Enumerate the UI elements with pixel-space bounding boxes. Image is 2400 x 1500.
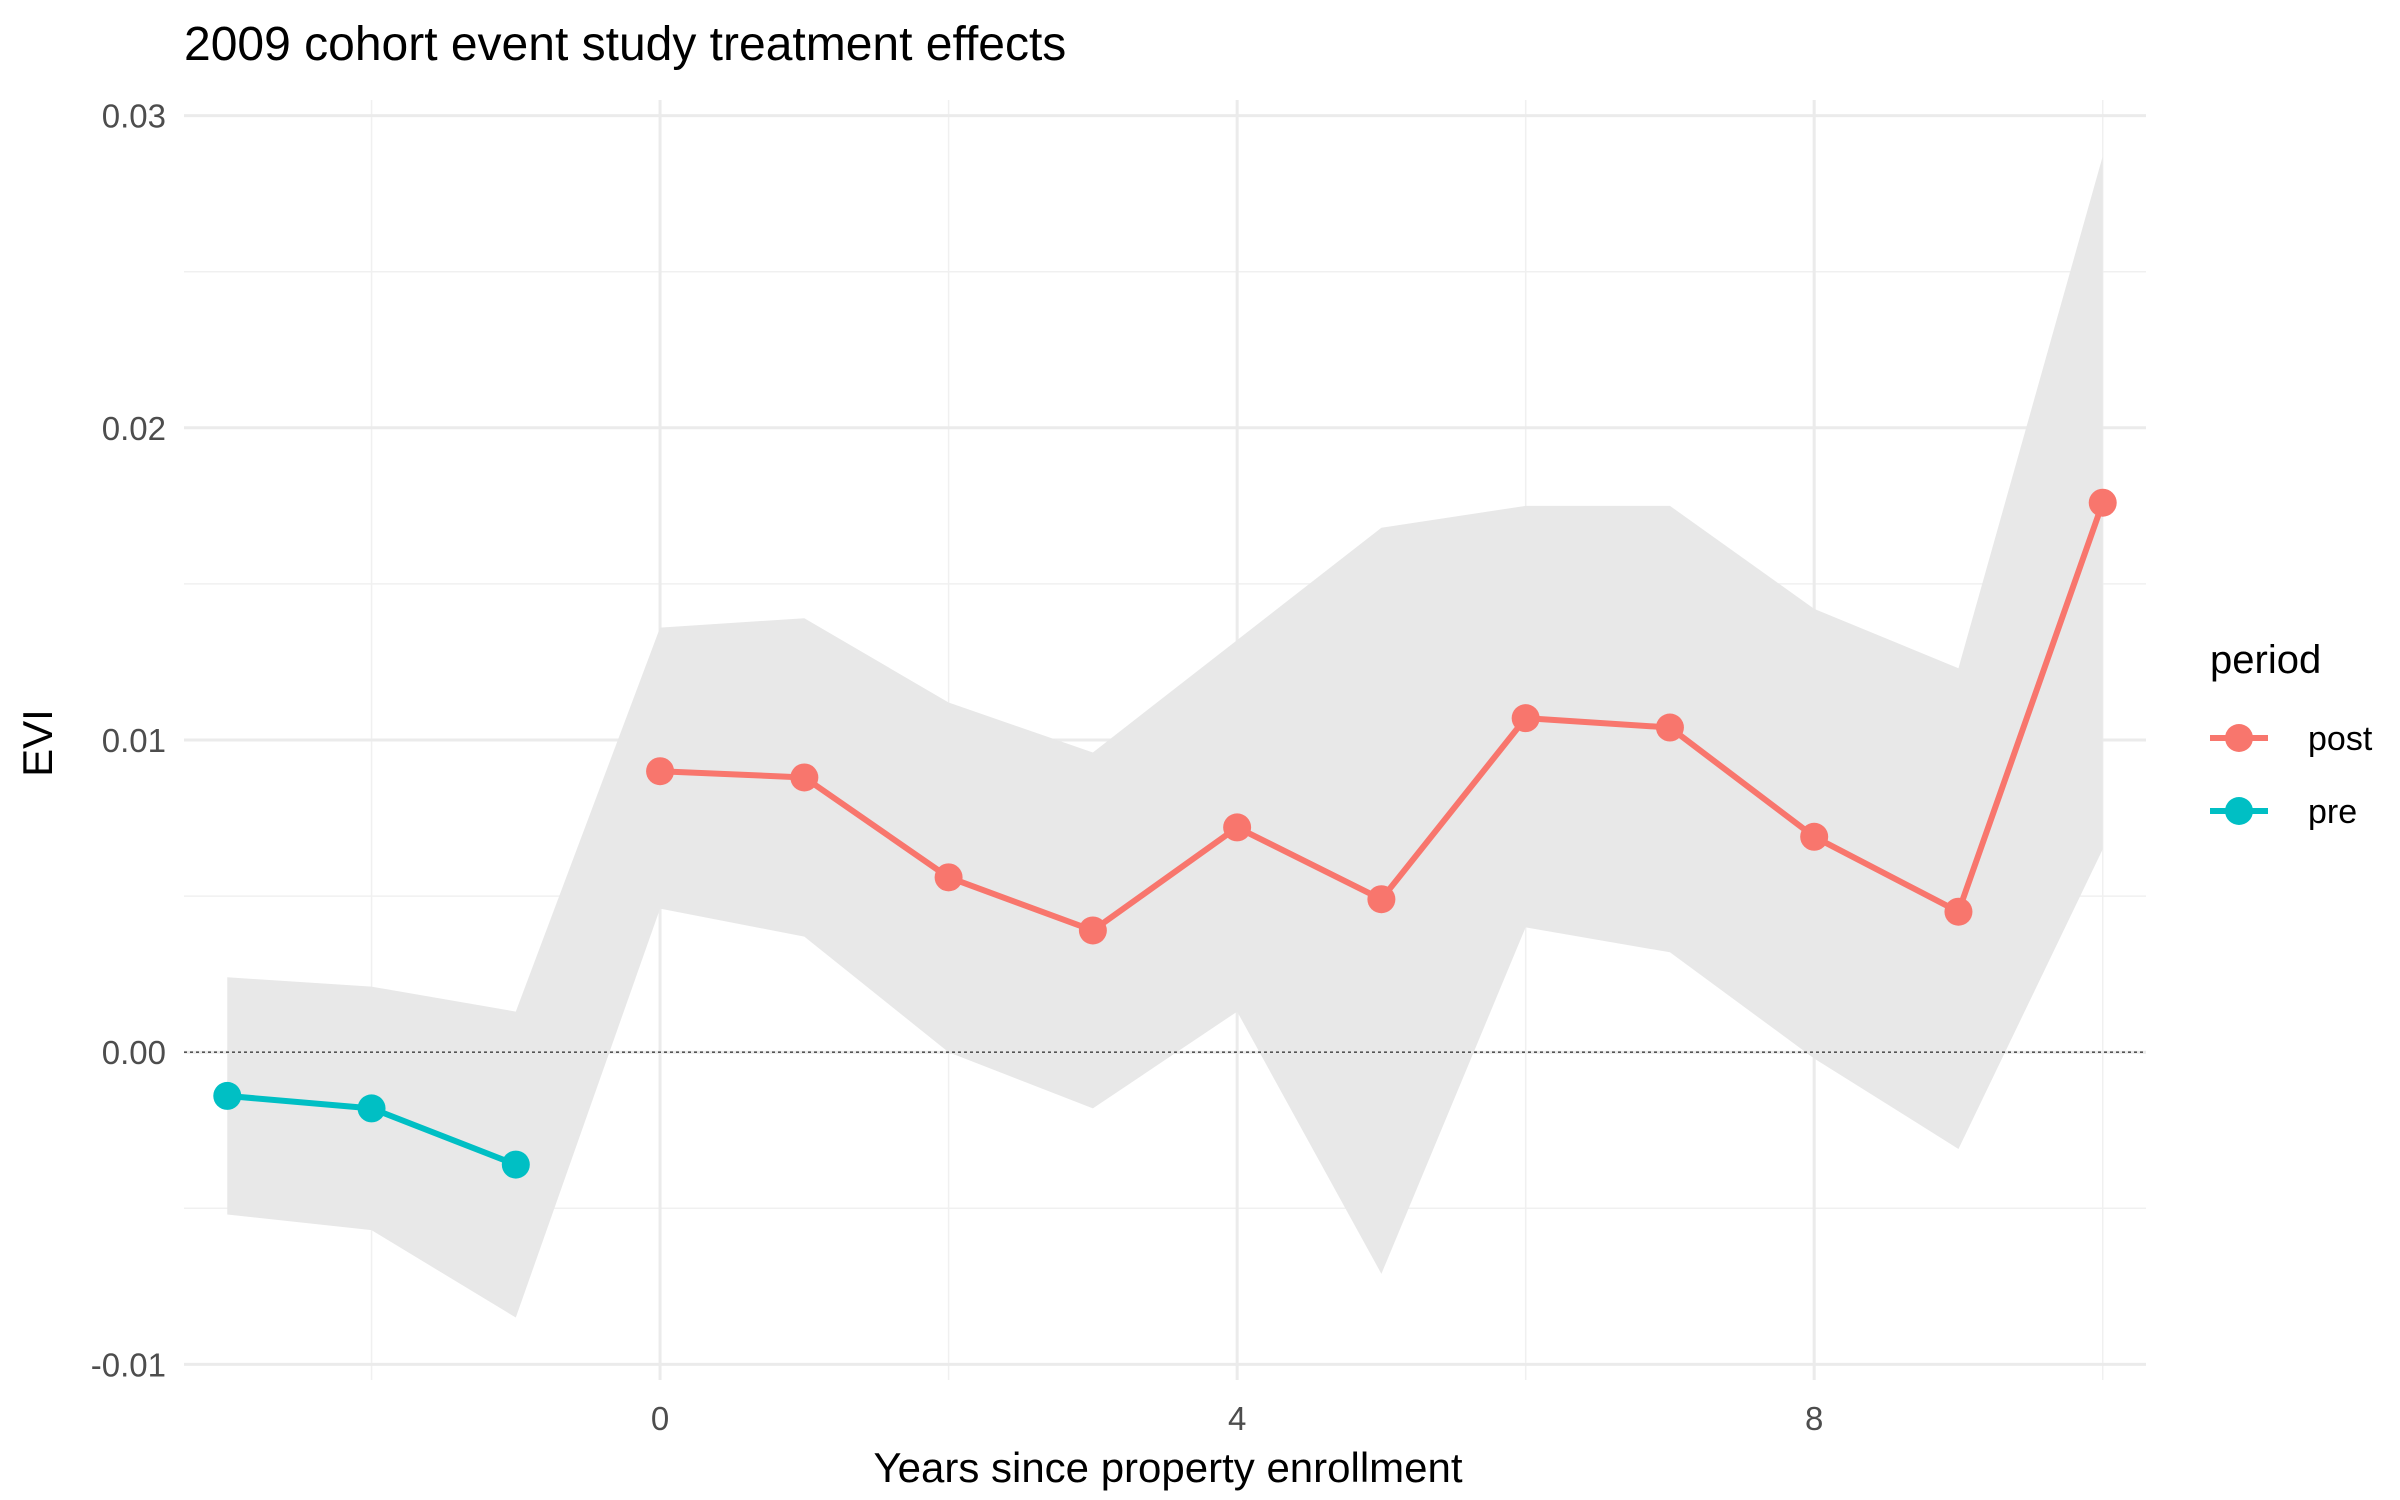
data-point-pre <box>501 1150 530 1179</box>
data-point-post <box>2088 488 2117 517</box>
confidence-band <box>227 156 2103 1318</box>
data-point-post <box>790 763 819 792</box>
x-tick-label: 8 <box>1805 1400 1823 1437</box>
data-point-post <box>934 863 963 892</box>
data-point-post <box>1367 885 1396 914</box>
y-tick-label: -0.01 <box>91 1346 166 1383</box>
data-point-pre <box>213 1081 242 1110</box>
data-point-post <box>1078 916 1107 945</box>
legend-label-pre: pre <box>2308 793 2357 831</box>
y-tick-label: 0.00 <box>102 1034 166 1071</box>
legend-key-point-pre <box>2225 797 2253 825</box>
y-axis-title: EVI <box>14 709 61 777</box>
legend-item-post: post <box>2210 720 2373 758</box>
chart-title: 2009 cohort event study treatment effect… <box>184 18 1066 71</box>
legend-label-post: post <box>2308 720 2373 758</box>
data-point-post <box>1655 713 1684 742</box>
x-axis-title: Years since property enrollment <box>873 1444 1462 1491</box>
data-point-post <box>1223 813 1252 842</box>
y-tick-label: 0.01 <box>102 722 166 759</box>
series-post <box>646 488 2117 945</box>
x-tick-label: 4 <box>1228 1400 1246 1437</box>
legend-title: period <box>2210 638 2321 682</box>
legend: period post pre <box>2210 638 2373 831</box>
tick-labels: 0 4 8 -0.01 0.00 0.01 0.02 0.03 <box>91 98 1824 1437</box>
data-point-post <box>1944 897 1973 926</box>
legend-key-point-post <box>2225 724 2253 752</box>
x-tick-label: 0 <box>651 1400 669 1437</box>
legend-item-pre: pre <box>2210 793 2357 831</box>
data-point-post <box>646 757 675 786</box>
y-tick-label: 0.03 <box>102 98 166 135</box>
data-point-pre <box>357 1094 386 1123</box>
series-layer <box>213 488 2117 1179</box>
data-point-post <box>1800 822 1829 851</box>
series-pre <box>213 1081 530 1179</box>
y-tick-label: 0.02 <box>102 410 166 447</box>
confidence-band-layer <box>227 156 2103 1318</box>
data-point-post <box>1511 704 1540 733</box>
